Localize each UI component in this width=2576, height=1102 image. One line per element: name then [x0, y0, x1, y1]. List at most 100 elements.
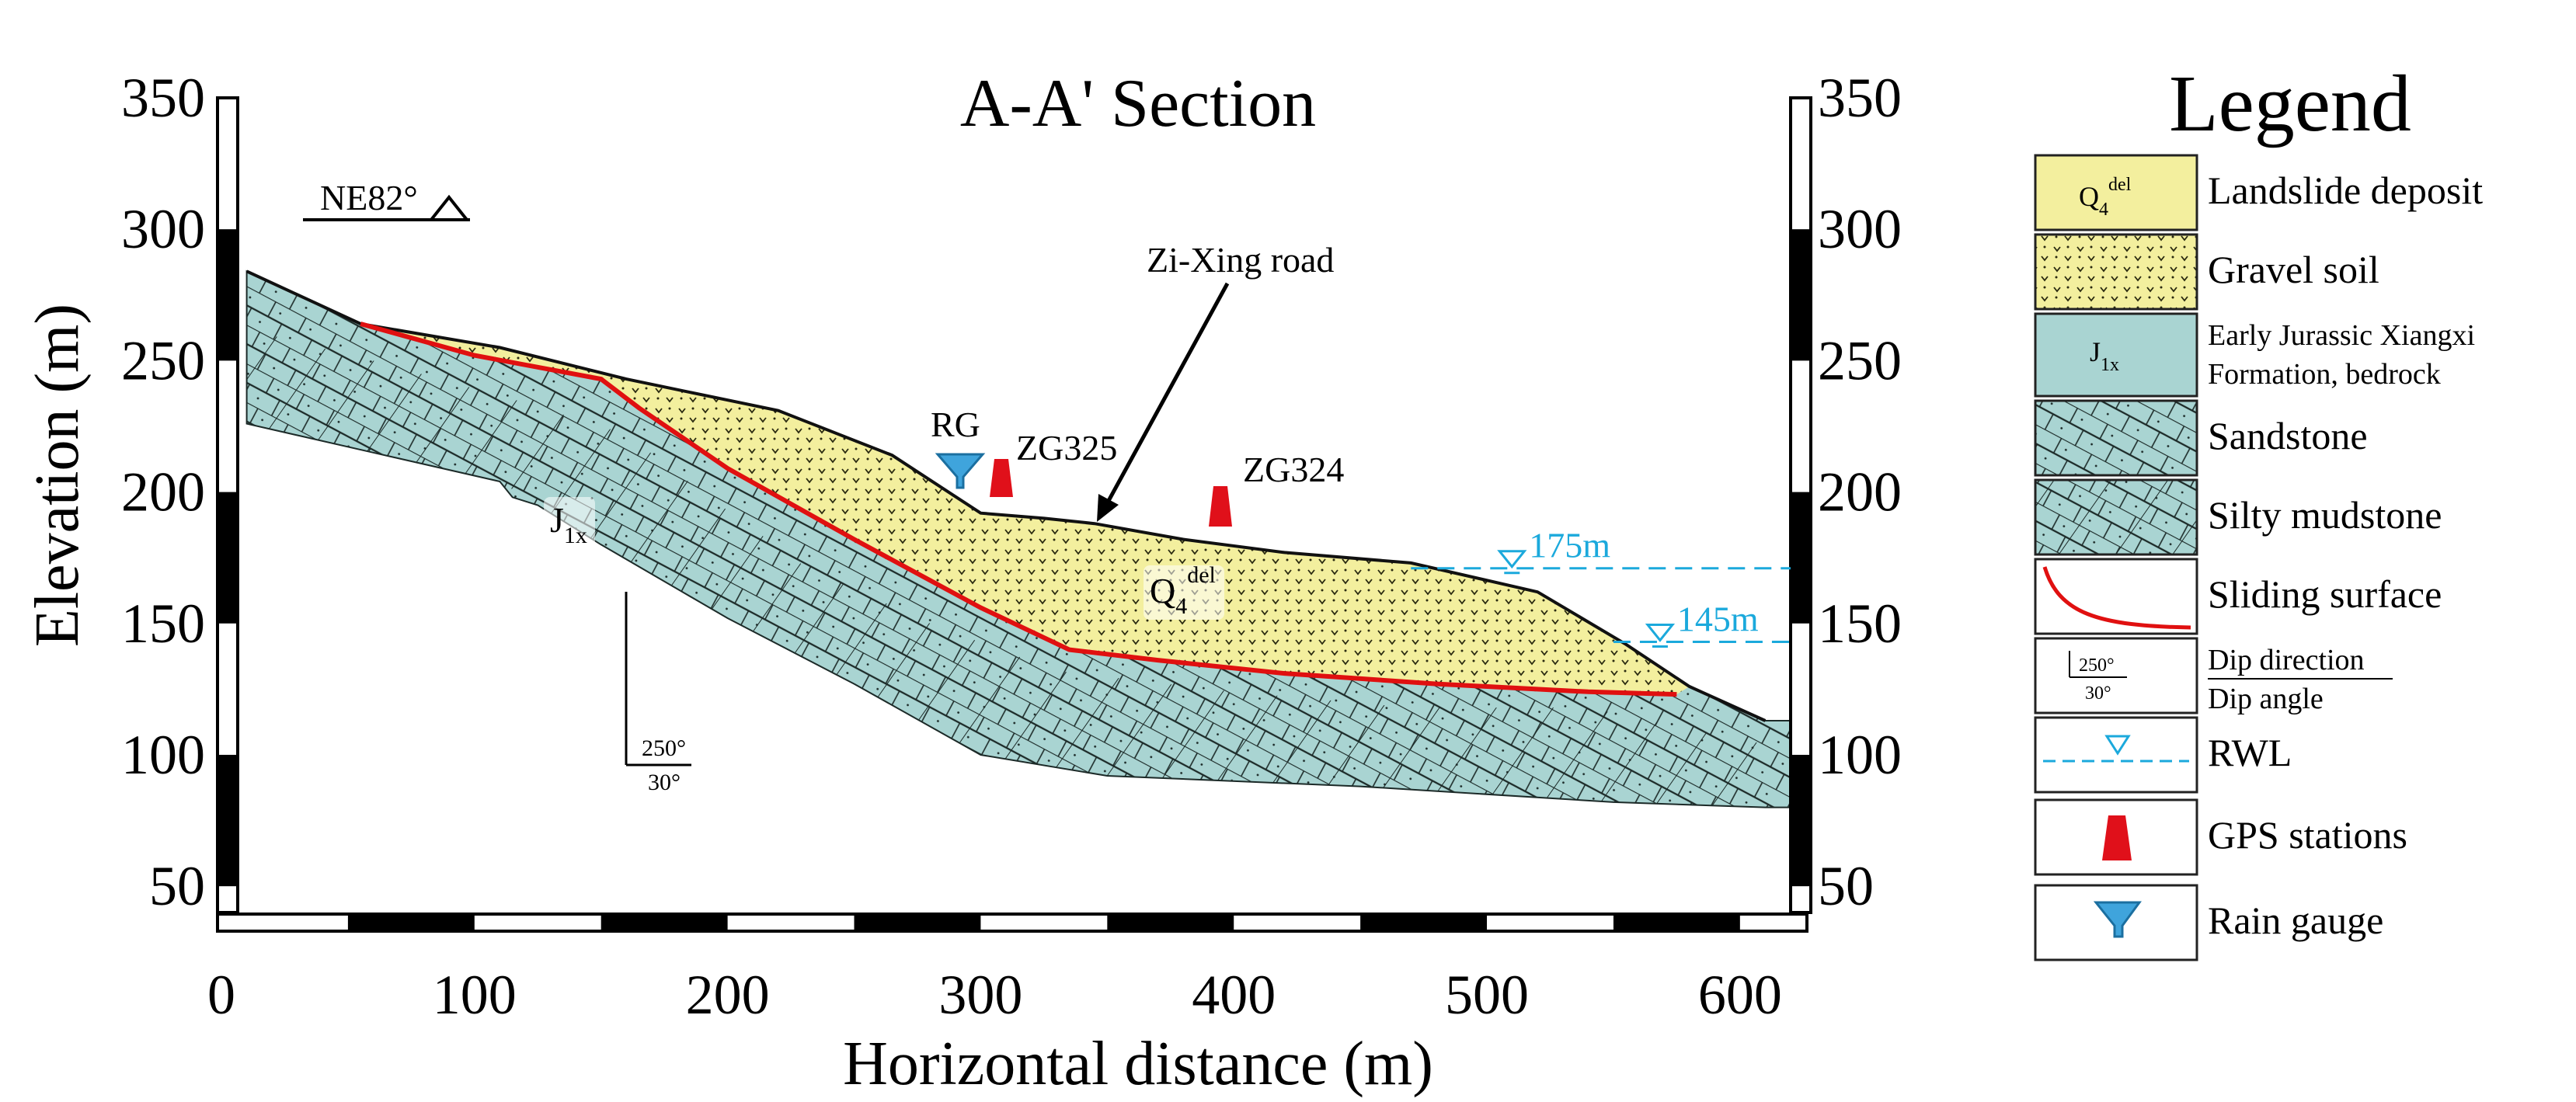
arrow-head-icon: [1097, 494, 1119, 522]
deposit-label: Q4del: [1150, 562, 1216, 619]
legend-label: Sandstone: [2208, 414, 2368, 457]
legend-symbol: 30°: [2085, 683, 2111, 704]
y-tick-label: 350: [1818, 67, 1902, 129]
y-tick-label: 300: [121, 198, 205, 260]
bottom-bar-segment: [600, 914, 728, 931]
legend-label: RWL: [2208, 731, 2292, 774]
legend-item-rwl: RWL: [2034, 716, 2292, 794]
left-bar-segment: [218, 492, 238, 624]
legend-title: Legend: [2169, 59, 2411, 148]
x-tick-labels: 0 100 200 300 400 500 600: [207, 964, 1782, 1026]
dip-swatch: [2034, 637, 2198, 714]
dip-direction-value: 250°: [642, 735, 686, 761]
bedrock-cross-hatch: [246, 329, 1766, 808]
x-tick-label: 600: [1698, 964, 1782, 1026]
sandstone-swatch: [2034, 399, 2198, 477]
dip-angle-value: 30°: [648, 770, 681, 795]
y-tick-labels-right: 50 100 150 200 250 300 350: [1818, 67, 1902, 917]
bottom-bar-segment: [1107, 914, 1234, 931]
y-tick-label: 50: [149, 855, 205, 917]
gps-station-label: ZG324: [1243, 450, 1344, 489]
water-level-label: 145m: [1677, 599, 1759, 638]
reservoir-water-levels: 175m 145m: [1411, 526, 1791, 648]
legend-symbol: J1x: [2090, 336, 2119, 375]
bottom-bar-segment: [1360, 914, 1488, 931]
y-tick-label: 100: [1818, 724, 1902, 786]
y-tick-label: 150: [121, 593, 205, 655]
right-bar-segment: [1791, 754, 1811, 887]
legend-item-bedrock: J1x Early Jurassic Xiangxi Formation, be…: [2034, 312, 2475, 398]
y-tick-labels-left: 50 100 150 200 250 300 350: [121, 67, 205, 917]
gravel-soil-swatch: [2034, 233, 2198, 311]
legend-item-sliding-surface: Sliding surface: [2034, 558, 2442, 635]
bottom-bar-segment: [1613, 914, 1740, 931]
deposit-label-box: [1144, 565, 1224, 620]
rain-gauge-icon: [935, 453, 986, 489]
legend-label: Dip direction: [2208, 644, 2365, 676]
rain-gauge-label: RG: [931, 405, 980, 444]
legend-label: Silty mudstone: [2208, 493, 2442, 537]
y-tick-label: 350: [121, 67, 205, 129]
gps-station-icon: [990, 459, 1013, 497]
gps-station-label: ZG325: [1016, 428, 1117, 468]
legend-item-silty-mudstone: Silty mudstone: [2034, 478, 2442, 556]
silty-mudstone-cross: [2035, 480, 2197, 554]
section-title: A-A' Section: [960, 66, 1316, 141]
left-bar-segment: [218, 754, 238, 887]
water-level-triangle-icon: [1497, 550, 1527, 575]
y-tick-label: 250: [121, 329, 205, 391]
legend-label: Rain gauge: [2208, 899, 2383, 942]
rwl-swatch: [2034, 716, 2198, 794]
y-tick-label: 250: [1818, 329, 1902, 391]
bedrock-label: J1x: [550, 500, 587, 548]
x-tick-label: 300: [938, 964, 1022, 1026]
legend-symbol: 250°: [2079, 655, 2115, 676]
road-arrow-line: [1102, 282, 1230, 509]
legend-label: Landslide deposit: [2208, 169, 2483, 212]
x-tick-label: 500: [1445, 964, 1529, 1026]
legend-symbol: Q4del: [2079, 175, 2132, 220]
legend-item-gravel-soil: Gravel soil: [2034, 233, 2379, 311]
y-axis-title: Elevation (m): [23, 304, 92, 647]
legend-label: Early Jurassic Xiangxi: [2208, 319, 2475, 352]
water-triangle-icon: [2104, 735, 2131, 756]
legend-label: Gravel soil: [2208, 248, 2379, 291]
left-bar-segment: [218, 229, 238, 361]
legend-item-rain-gauge: Rain gauge: [2034, 884, 2383, 961]
bottom-bar-segment: [854, 914, 981, 931]
legend-item-sandstone: Sandstone: [2034, 399, 2368, 477]
x-tick-label: 400: [1192, 964, 1276, 1026]
annotations: Zi-Xing road RG ZG325 ZG324 J1x Q4del 25…: [544, 240, 1344, 795]
right-bar-segment: [1791, 492, 1811, 624]
triangle-icon: [430, 194, 468, 221]
sliding-curve-icon: [2042, 566, 2191, 630]
x-axis-title: Horizontal distance (m): [843, 1030, 1433, 1098]
water-level-label: 175m: [1529, 526, 1610, 565]
y-tick-label: 100: [121, 724, 205, 786]
landslide-deposit-swatch: [2034, 154, 2198, 231]
ground-surface-line: [245, 269, 1767, 722]
road-label: Zi-Xing road: [1147, 240, 1334, 280]
x-tick-label: 100: [433, 964, 517, 1026]
legend-label: GPS stations: [2208, 813, 2407, 857]
legend-label: Dip angle: [2208, 683, 2324, 715]
rain-gauge-icon: [2093, 901, 2142, 938]
right-bar-segment: [1791, 229, 1811, 361]
orientation-label: NE82°: [320, 178, 418, 217]
bottom-bar-segment: [347, 914, 475, 931]
x-tick-label: 0: [207, 964, 235, 1026]
bedrock-label-box: [544, 497, 595, 548]
sliding-surface-line: [360, 322, 1677, 697]
orientation-marker: NE82°: [303, 178, 470, 221]
gps-station-icon: [2102, 815, 2132, 860]
y-tick-label: 300: [1818, 198, 1902, 260]
x-tick-label: 200: [686, 964, 770, 1026]
legend-item-landslide-deposit: Q4del Landslide deposit: [2034, 154, 2483, 231]
legend-item-gps: GPS stations: [2034, 798, 2407, 876]
section-plot: [245, 269, 1791, 808]
gps-station-icon: [1209, 486, 1232, 527]
bedrock-swatch: [2034, 312, 2198, 398]
y-tick-label: 200: [121, 461, 205, 523]
legend-item-dip: 250° 30° Dip direction Dip angle: [2034, 637, 2393, 715]
